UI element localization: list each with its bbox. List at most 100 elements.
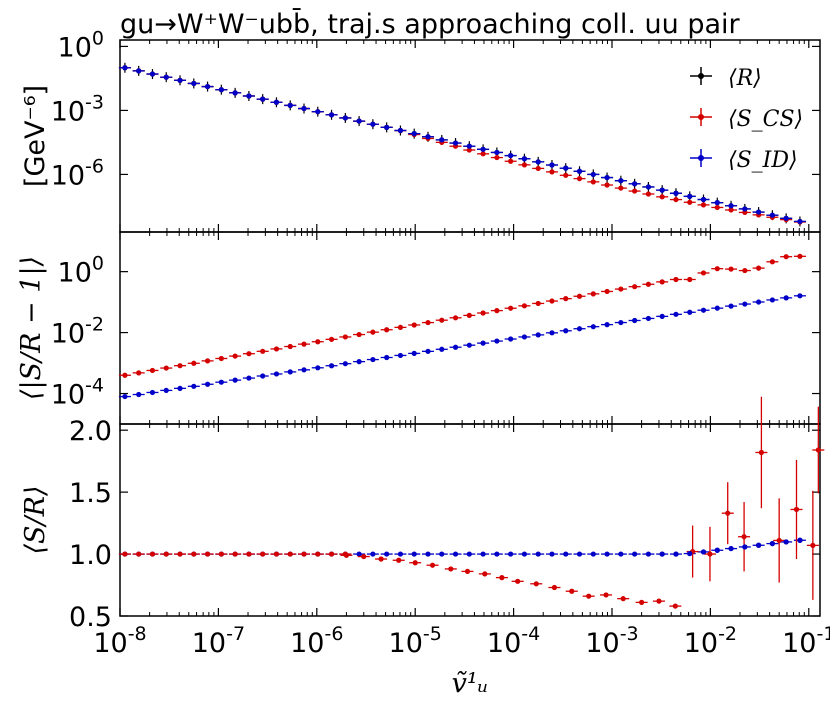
- top-point-scs: [508, 158, 514, 164]
- mid-point-sid: [742, 301, 748, 307]
- top-point-sid: [136, 68, 142, 74]
- mid-point-scs: [163, 365, 169, 371]
- bot-point-scs: [793, 506, 800, 513]
- bot-point-scs-flat: [191, 551, 197, 557]
- mid-point-scs: [714, 266, 720, 272]
- top-point-scs: [535, 165, 541, 172]
- mid-point-scs: [645, 281, 651, 287]
- bottom-ylabel: ⟨S/R⟩: [20, 486, 51, 555]
- top-point-sid: [797, 218, 803, 225]
- bot-point-scs: [412, 560, 418, 566]
- marks: [118, 62, 825, 609]
- mid-point-sid: [590, 324, 596, 330]
- mid-point-sid: [370, 356, 376, 363]
- top-point-sid: [521, 156, 528, 162]
- top-point-sid: [328, 112, 335, 118]
- mid-point-scs: [287, 343, 293, 350]
- bot-point-scs-flat: [287, 551, 293, 557]
- mid-point-sid: [149, 389, 156, 396]
- top-point-sid: [191, 80, 197, 87]
- bot-point-scs-flat: [273, 551, 280, 557]
- mid-point-scs: [177, 363, 183, 369]
- mid-point-sid: [783, 295, 789, 301]
- bot-point-scs-flat: [122, 551, 128, 557]
- mid-point-sid: [769, 297, 775, 303]
- bot-point-sid: [659, 551, 665, 557]
- bot-point-scs: [776, 537, 782, 544]
- mid-point-scs: [783, 254, 789, 260]
- mid-point-sid: [301, 367, 307, 373]
- bot-point-scs-flat: [218, 551, 224, 557]
- mid-point-sid: [425, 348, 431, 354]
- mid-point-scs: [342, 334, 348, 340]
- top-point-sid: [315, 109, 321, 115]
- mid-point-sid: [604, 322, 610, 328]
- mid-point-scs: [218, 355, 224, 362]
- mid-point-sid: [756, 299, 762, 305]
- top-point-sid: [783, 215, 789, 221]
- top-point-sid: [177, 77, 183, 83]
- bot-point-sid: [700, 549, 707, 555]
- bot-point-scs: [378, 556, 384, 562]
- x-tick-label: 10-8: [93, 623, 146, 659]
- legend: ⟨R⟩ ⟨S_CS⟩ ⟨S_ID⟩: [690, 66, 803, 173]
- mid-point-scs: [204, 358, 211, 364]
- mid-point-sid: [728, 303, 734, 309]
- x-tick-label: 10-6: [290, 623, 343, 659]
- top-point-sid: [508, 152, 514, 159]
- bot-point-sid: [356, 551, 362, 557]
- top-point-sid: [480, 146, 486, 152]
- mid-point-scs: [618, 286, 624, 292]
- bot-point-scs: [672, 603, 678, 609]
- top-point-scs: [604, 182, 610, 188]
- y-tick-label: 0.5: [69, 602, 112, 633]
- middle-ylabel: ⟨|S/R − 1|⟩: [16, 256, 47, 400]
- top-point-scs: [590, 179, 596, 185]
- x-tick-label: 10-1: [782, 623, 830, 659]
- bot-point-scs: [361, 553, 367, 560]
- mid-point-scs: [659, 279, 665, 285]
- top-point-sid: [218, 87, 224, 93]
- top-point-sid: [728, 203, 734, 209]
- mid-point-sid: [315, 365, 321, 371]
- panel-bottom-frame: [119, 423, 821, 617]
- bot-point-sid: [687, 550, 693, 557]
- x-tick-label: 10-7: [192, 623, 245, 659]
- mid-point-sid: [645, 315, 651, 322]
- bot-point-sid: [769, 540, 775, 547]
- top-point-sid: [342, 115, 348, 121]
- top-point-sid: [384, 124, 390, 130]
- top-point-scs: [632, 188, 638, 194]
- top-point-sid: [769, 212, 775, 218]
- bot-point-sid: [756, 542, 762, 548]
- legend-marker-r-dot: [698, 73, 704, 79]
- top-point-sid: [590, 171, 596, 178]
- bot-point-sid: [728, 545, 734, 552]
- bot-point-scs: [810, 542, 816, 548]
- mid-point-sid: [521, 334, 528, 340]
- top-point-sid: [439, 137, 445, 143]
- mid-point-scs: [370, 329, 376, 335]
- mid-point-scs: [356, 331, 362, 338]
- mid-point-scs: [769, 259, 775, 265]
- mid-point-sid: [204, 381, 211, 387]
- mid-point-scs: [797, 253, 803, 259]
- top-point-sid: [425, 134, 431, 140]
- bot-point-scs: [656, 598, 662, 604]
- bot-point-scs: [603, 592, 609, 598]
- mid-point-sid: [439, 346, 445, 352]
- bot-point-scs-flat: [163, 551, 169, 557]
- legend-marker-scs-dot: [698, 114, 704, 120]
- mid-point-sid: [136, 391, 142, 398]
- top-point-sid: [232, 90, 238, 96]
- mid-point-sid: [191, 383, 197, 389]
- top-point-sid: [659, 187, 665, 193]
- top-point-sid: [370, 121, 376, 127]
- top-point-sid: [632, 181, 638, 187]
- top-point-scs: [700, 202, 707, 208]
- mid-point-scs: [315, 339, 321, 345]
- mid-point-scs: [191, 360, 197, 366]
- mid-point-sid: [563, 328, 569, 334]
- top-point-scs: [728, 207, 734, 213]
- y-tick-label: 10-6: [51, 155, 104, 191]
